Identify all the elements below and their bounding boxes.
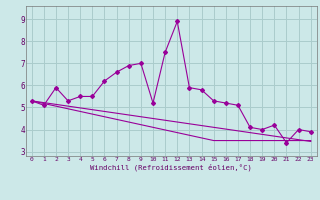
X-axis label: Windchill (Refroidissement éolien,°C): Windchill (Refroidissement éolien,°C) (90, 163, 252, 171)
